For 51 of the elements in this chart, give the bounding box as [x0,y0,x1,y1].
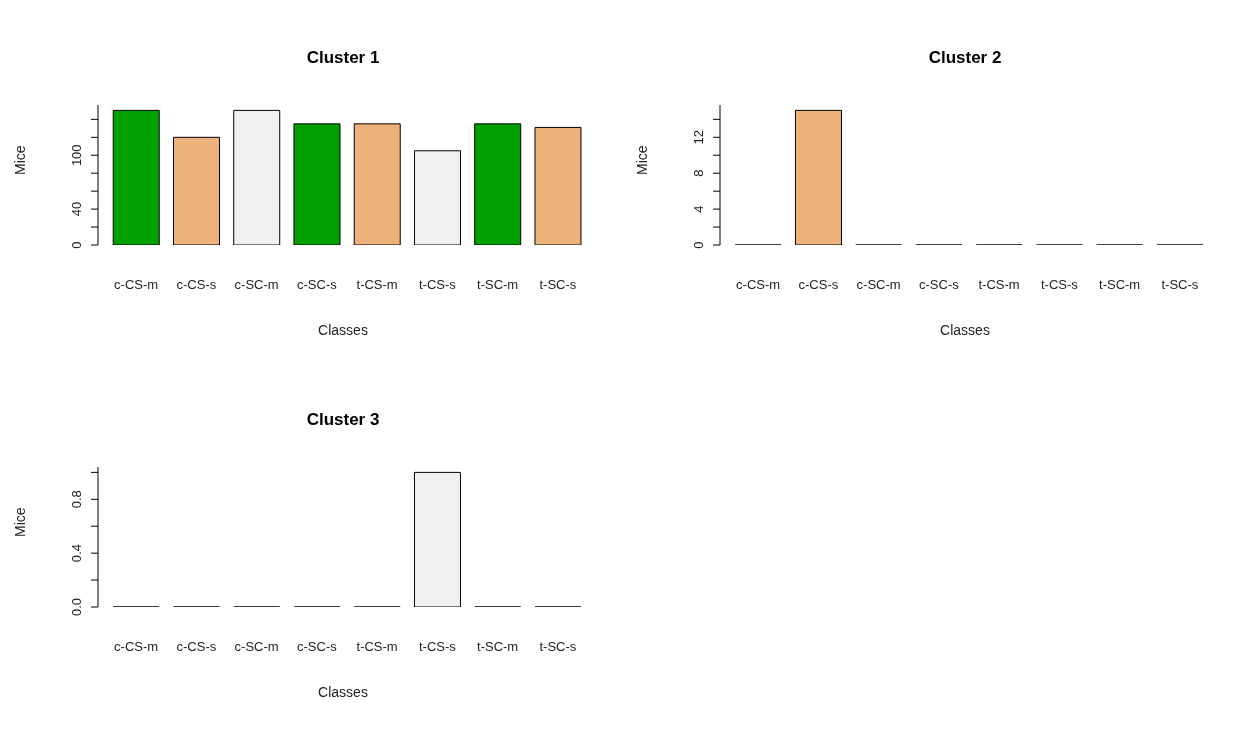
x-tick-label: t-SC-m [477,277,519,292]
y-tick-label: 0.0 [69,597,84,617]
x-tick-label: c-CS-s [798,277,839,292]
bar [353,123,401,245]
y-axis-title: Mice [11,145,28,175]
x-tick-label: t-CS-m [356,639,398,654]
x-tick-label: t-SC-s [539,277,577,292]
x-tick-label: c-CS-s [176,277,217,292]
y-tick-label: 0 [691,241,706,249]
bar [413,150,461,245]
x-tick-label: t-CS-s [1040,277,1079,292]
x-axis-title: Classes [318,684,368,700]
x-tick-label: t-CS-m [978,277,1020,292]
chart-title: Cluster 2 [927,48,1003,68]
y-tick-label: 40 [69,201,84,217]
x-tick-label: t-SC-m [477,639,519,654]
x-tick-label: t-CS-m [356,277,398,292]
x-tick-label: c-CS-m [114,277,159,292]
x-tick-label: c-SC-m [856,277,901,292]
y-tick-label: 0.8 [69,490,84,509]
y-tick-label: 12 [691,130,706,145]
y-tick-label: 100 [69,144,84,167]
y-axis-title: Mice [633,145,650,175]
x-tick-label: c-CS-s [176,639,217,654]
x-tick-label: t-SC-s [539,639,577,654]
y-tick-label: 8 [691,169,706,177]
bar [233,109,281,245]
bar [534,126,582,245]
bar [474,123,522,245]
x-tick-label: c-SC-s [919,277,960,292]
bar [293,123,341,245]
x-tick-label: c-SC-m [234,639,279,654]
x-tick-label: c-SC-s [297,277,338,292]
x-tick-label: t-CS-s [418,639,457,654]
x-tick-label: t-SC-s [1161,277,1199,292]
chart-title: Cluster 3 [305,410,381,430]
y-tick-label: 0 [69,241,84,249]
bar [172,136,220,245]
y-tick-label: 0.4 [69,544,84,563]
y-tick-label: 4 [691,205,706,213]
x-axis-title: Classes [318,322,368,338]
x-tick-label: t-SC-m [1099,277,1141,292]
bar [112,109,160,245]
y-axis-title: Mice [11,507,28,537]
x-tick-label: c-SC-s [297,639,338,654]
x-tick-label: c-CS-m [114,639,159,654]
chart-title: Cluster 1 [305,48,381,68]
x-tick-label: c-CS-m [736,277,781,292]
x-tick-label: t-CS-s [418,277,457,292]
x-tick-label: c-SC-m [234,277,279,292]
x-axis-title: Classes [940,322,990,338]
